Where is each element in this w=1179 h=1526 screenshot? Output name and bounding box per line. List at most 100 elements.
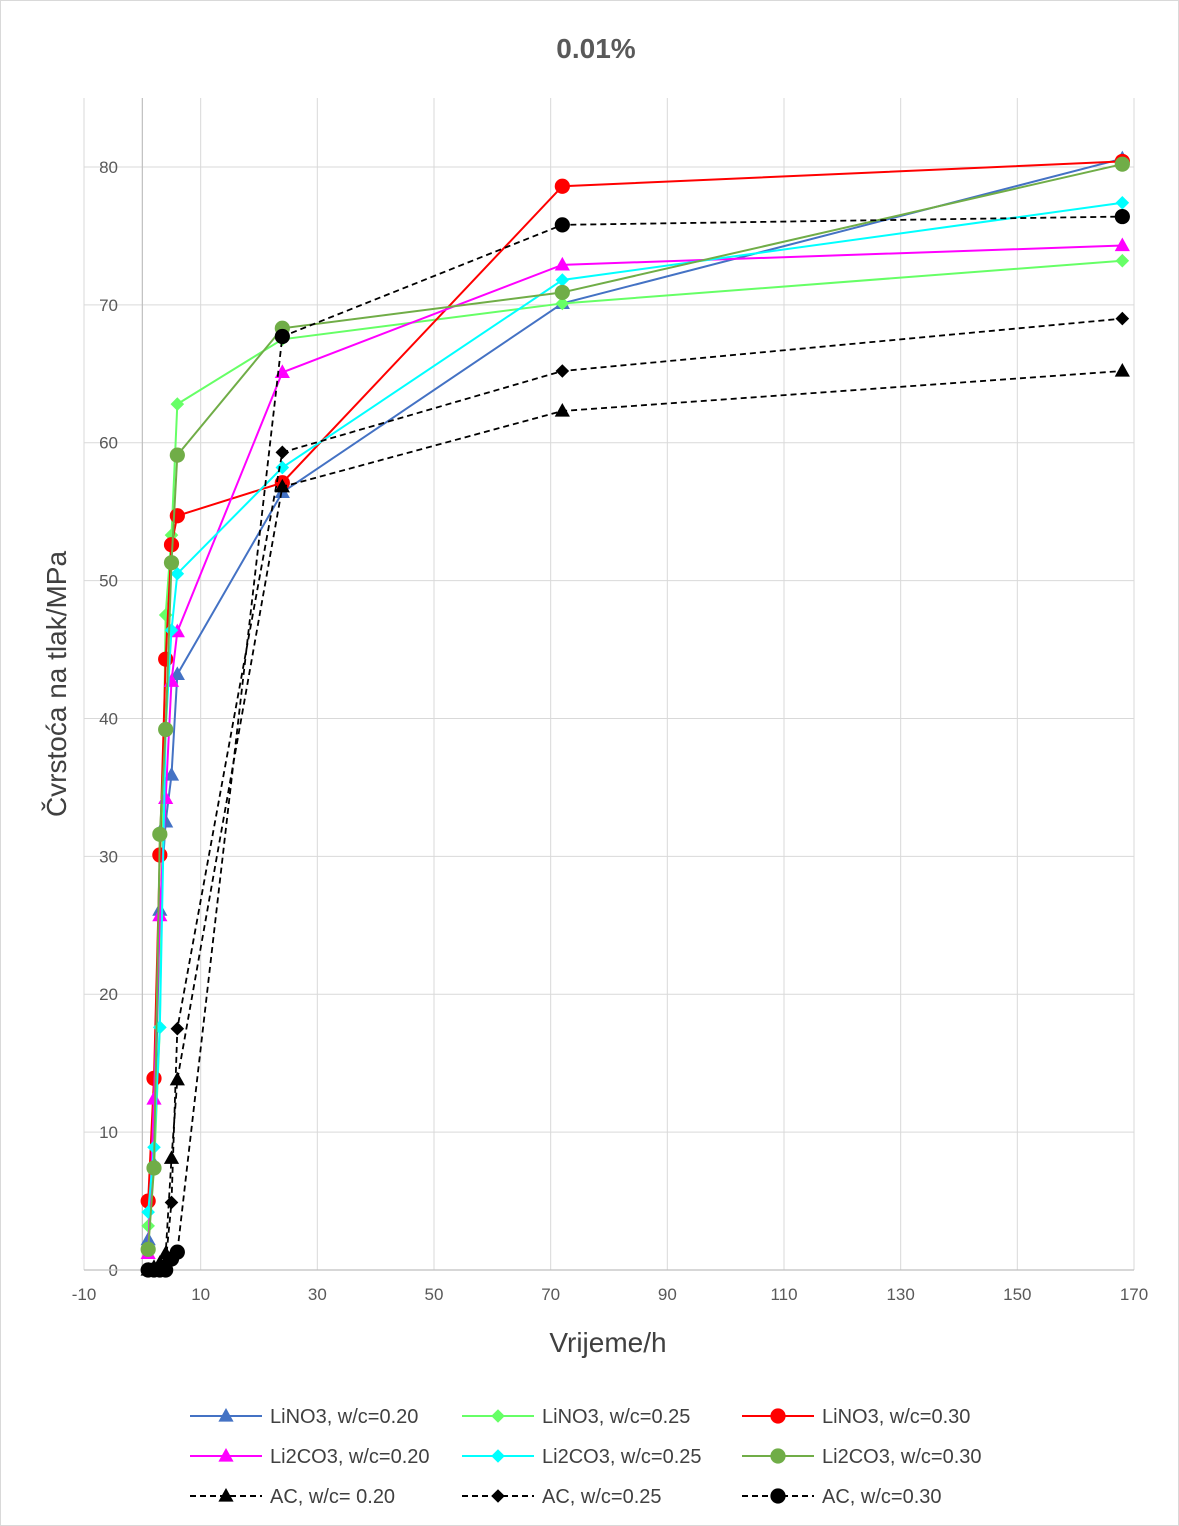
series-9 [140, 208, 1130, 1278]
x-tick-label: 70 [541, 1285, 560, 1304]
legend-label: Li2CO3, w/c=0.20 [270, 1446, 430, 1468]
legend-label: LiNO3, w/c=0.20 [270, 1406, 418, 1428]
legend-label: AC, w/c=0.25 [542, 1486, 662, 1508]
series-line [148, 215, 1123, 1271]
plot-axes: -10 10 30 50 70 90 110 130 150 170010203040506070… [72, 98, 1148, 1304]
data-point [140, 1241, 156, 1257]
data-point [1115, 253, 1130, 268]
data-point [164, 1195, 179, 1210]
series-line [147, 201, 1123, 1213]
data-point [146, 1091, 162, 1105]
legend-label: LiNO3, w/c=0.25 [542, 1406, 690, 1428]
data-point [158, 608, 173, 622]
data-point [555, 273, 570, 287]
series-6 [140, 156, 1130, 1257]
series-line [147, 160, 1123, 1202]
y-tick-label: 60 [99, 434, 118, 453]
data-point [152, 907, 168, 922]
data-point [1115, 195, 1130, 210]
series-line [147, 157, 1123, 1240]
series-5 [141, 195, 1130, 1219]
data-point [1114, 237, 1130, 252]
x-tick-label: 30 [308, 1285, 327, 1304]
legend-item: Li2CO3, w/c=0.25 [462, 1446, 702, 1468]
data-point [1115, 311, 1130, 326]
series-line [147, 244, 1123, 1254]
series-2 [141, 253, 1130, 1233]
legend-marker [491, 1409, 505, 1423]
x-tick-label: -10 [72, 1285, 97, 1304]
legend-label: AC, w/c=0.30 [822, 1486, 942, 1508]
y-tick-label: 40 [99, 709, 118, 728]
series-3 [140, 153, 1130, 1209]
chart-legend: LiNO3, w/c=0.20 LiNO3, w/c=0.25 LiNO3, w/c… [190, 1406, 982, 1508]
x-tick-label: 10 [191, 1285, 210, 1304]
legend-item: Li2CO3, w/c=0.20 [190, 1446, 430, 1468]
data-point [146, 1160, 162, 1176]
data-point [555, 296, 570, 311]
y-axis-title: Čvrstoća na tlak/MPa [41, 551, 72, 818]
data-point [554, 256, 570, 271]
data-point [158, 790, 174, 805]
data-point [274, 328, 290, 345]
plot-grid [83, 98, 1135, 1271]
data-point [170, 397, 185, 411]
data-point [275, 445, 290, 460]
data-point [1114, 208, 1130, 225]
data-point [169, 666, 185, 680]
data-point [163, 555, 180, 571]
data-point [141, 1205, 155, 1219]
legend-item: AC, w/c=0.30 [742, 1486, 942, 1508]
data-point [275, 460, 290, 475]
x-tick-label: 150 [1003, 1285, 1031, 1304]
y-tick-label: 30 [99, 847, 118, 866]
data-point [554, 178, 570, 194]
y-tick-label: 70 [99, 296, 118, 315]
legend-label: Li2CO3, w/c=0.25 [542, 1446, 702, 1468]
x-tick-label: 50 [425, 1285, 444, 1304]
y-tick-label: 50 [99, 572, 118, 591]
legend-marker [770, 1408, 786, 1424]
legend-item: AC, w/c=0.25 [462, 1486, 662, 1508]
series-4 [140, 237, 1130, 1260]
legend-marker [491, 1449, 505, 1463]
legend-item: LiNO3, w/c=0.30 [742, 1406, 970, 1428]
y-tick-label: 10 [99, 1123, 118, 1142]
x-tick-label: 170 [1120, 1285, 1148, 1304]
data-point [169, 447, 185, 463]
data-point [274, 478, 290, 493]
data-point [1114, 156, 1130, 172]
chart-title: 0.01% [556, 33, 635, 64]
x-tick-label: 90 [658, 1285, 677, 1304]
legend-marker [218, 1448, 234, 1462]
legend-item: AC, w/c= 0.20 [190, 1486, 395, 1508]
data-point [169, 1071, 185, 1086]
legend-item: Li2CO3, w/c=0.30 [742, 1446, 982, 1468]
legend-marker [491, 1489, 505, 1503]
x-tick-label: 130 [886, 1285, 914, 1304]
data-point [169, 508, 185, 524]
y-tick-label: 80 [99, 158, 118, 177]
series-1 [140, 150, 1130, 1246]
data-point [163, 1150, 180, 1164]
y-tick-label: 20 [99, 985, 118, 1004]
data-point [152, 826, 168, 842]
legend-label: LiNO3, w/c=0.30 [822, 1406, 970, 1428]
legend-label: Li2CO3, w/c=0.30 [822, 1446, 982, 1468]
data-point [158, 721, 174, 738]
data-point [141, 1219, 155, 1233]
legend-marker [770, 1448, 786, 1464]
data-point [554, 284, 570, 301]
data-point [554, 217, 570, 233]
x-tick-label: 110 [770, 1285, 797, 1304]
series-line [147, 370, 1123, 1271]
series-line [148, 317, 1123, 1271]
series-line [147, 163, 1123, 1250]
plot-series [140, 150, 1130, 1278]
legend-marker [770, 1488, 786, 1504]
legend-marker [218, 1488, 234, 1502]
data-point [170, 566, 185, 581]
legend-label: AC, w/c= 0.20 [270, 1486, 395, 1508]
legend-item: LiNO3, w/c=0.20 [190, 1406, 418, 1428]
legend-item: LiNO3, w/c=0.25 [462, 1406, 690, 1428]
